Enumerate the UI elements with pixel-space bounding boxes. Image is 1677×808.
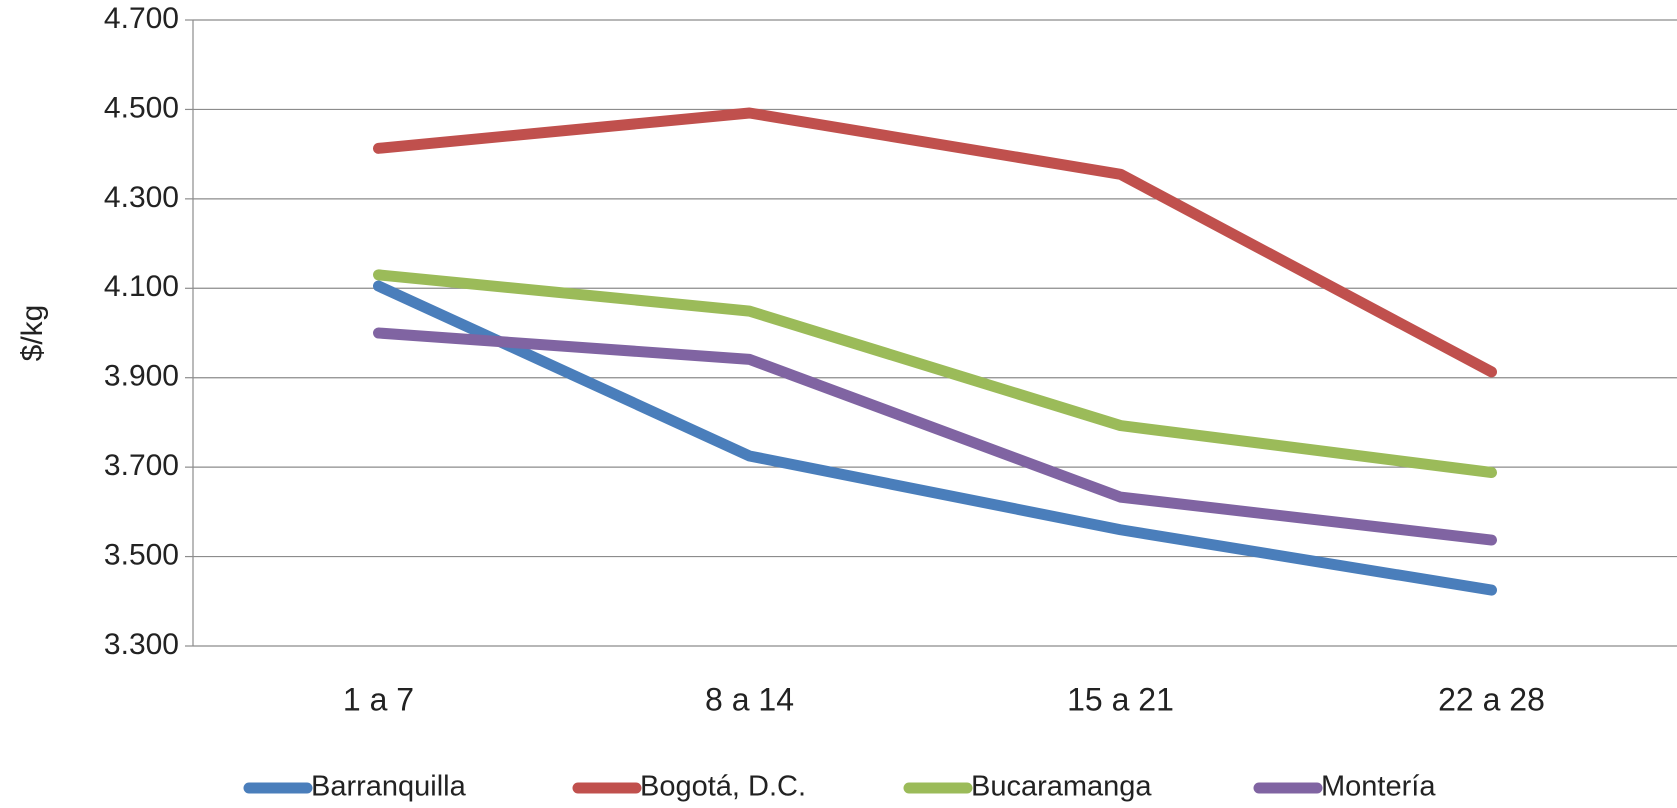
y-tick-label: 3.700 bbox=[104, 449, 179, 482]
x-tick-label: 15 a 21 bbox=[1067, 681, 1174, 717]
y-tick-label: 3.300 bbox=[104, 628, 179, 661]
y-tick-label: 4.700 bbox=[104, 2, 179, 35]
y-tick-label: 3.900 bbox=[104, 360, 179, 393]
legend-label: Montería bbox=[1321, 771, 1436, 803]
legend-label: Barranquilla bbox=[311, 771, 467, 803]
series-line bbox=[373, 269, 1497, 479]
y-tick-label: 3.500 bbox=[104, 538, 179, 571]
x-tick-label: 22 a 28 bbox=[1438, 681, 1545, 717]
y-axis-label: $/kg bbox=[16, 305, 49, 362]
x-tick-label: 1 a 7 bbox=[343, 681, 414, 717]
series-line bbox=[373, 327, 1497, 546]
legend-label: Bogotá, D.C. bbox=[640, 771, 806, 803]
legend-label: Bucaramanga bbox=[971, 771, 1152, 803]
series-line bbox=[373, 107, 1497, 378]
y-tick-label: 4.500 bbox=[104, 91, 179, 124]
x-tick-label: 8 a 14 bbox=[705, 681, 794, 717]
series-line bbox=[373, 280, 1497, 596]
y-tick-label: 4.300 bbox=[104, 181, 179, 214]
y-tick-label: 4.100 bbox=[104, 270, 179, 303]
